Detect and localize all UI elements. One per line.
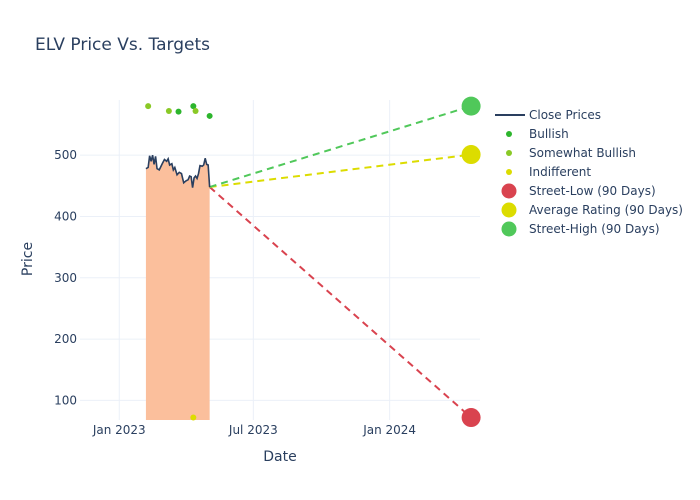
legend-label-target-0: Street-Low (90 Days): [529, 184, 656, 198]
chart-title: ELV Price Vs. Targets: [35, 35, 210, 55]
target-endpoint-0: [461, 408, 481, 428]
close-price-area: [145, 155, 210, 420]
rating-point-2-0: [190, 414, 197, 421]
y-tick-label: 500: [54, 148, 77, 162]
rating-point-1-2: [192, 108, 199, 115]
legend-label-rating-1: Somewhat Bullish: [529, 146, 636, 160]
y-tick-labels: 100 200 300 400 500: [54, 148, 77, 407]
close-price-fill: [145, 155, 210, 420]
x-axis-title: Date: [263, 449, 296, 465]
y-tick-label: 400: [54, 209, 77, 223]
target-endpoints: [461, 96, 481, 428]
rating-point-1-0: [145, 103, 152, 110]
legend-swatch-target-1: [501, 202, 517, 218]
close-price-line: [145, 154, 211, 188]
legend-swatch-target-0: [501, 183, 517, 199]
target-line-1: [209, 153, 472, 189]
legend-swatch-rating-2: [506, 169, 512, 175]
target-lines: [208, 105, 472, 419]
legend-swatch-rating-1: [506, 150, 512, 156]
legend-label-rating-0: Bullish: [529, 127, 569, 141]
rating-point-0-2: [206, 112, 213, 119]
x-tick-label: Jan 2023: [92, 423, 146, 437]
target-endpoint-2: [461, 96, 481, 116]
target-line-0: [208, 186, 472, 419]
x-tick-labels: Jan 2023 Jul 2023 Jan 2024: [92, 423, 416, 437]
legend-swatch-target-2: [501, 221, 517, 237]
rating-point-1-1: [165, 108, 172, 115]
legend-label-close-prices: Close Prices: [529, 108, 601, 122]
close-price-line-group: [145, 154, 211, 188]
y-tick-label: 300: [54, 271, 77, 285]
legend-label-target-1: Average Rating (90 Days): [529, 203, 683, 217]
x-tick-label: Jul 2023: [228, 423, 278, 437]
legend[interactable]: Close Prices Bullish Somewhat Bullish Indif…: [495, 108, 683, 237]
rating-point-0-0: [175, 108, 182, 115]
x-tick-label: Jan 2024: [362, 423, 416, 437]
rating-points: [145, 103, 213, 421]
y-tick-label: 100: [54, 393, 77, 407]
legend-label-rating-2: Indifferent: [529, 165, 591, 179]
target-line-2: [209, 105, 472, 189]
rating-point-0-1: [190, 103, 197, 110]
target-endpoint-1: [461, 145, 481, 165]
y-tick-label: 200: [54, 332, 77, 346]
legend-swatch-rating-0: [506, 131, 512, 137]
y-axis-title: Price: [20, 242, 36, 276]
legend-label-target-2: Street-High (90 Days): [529, 222, 660, 236]
